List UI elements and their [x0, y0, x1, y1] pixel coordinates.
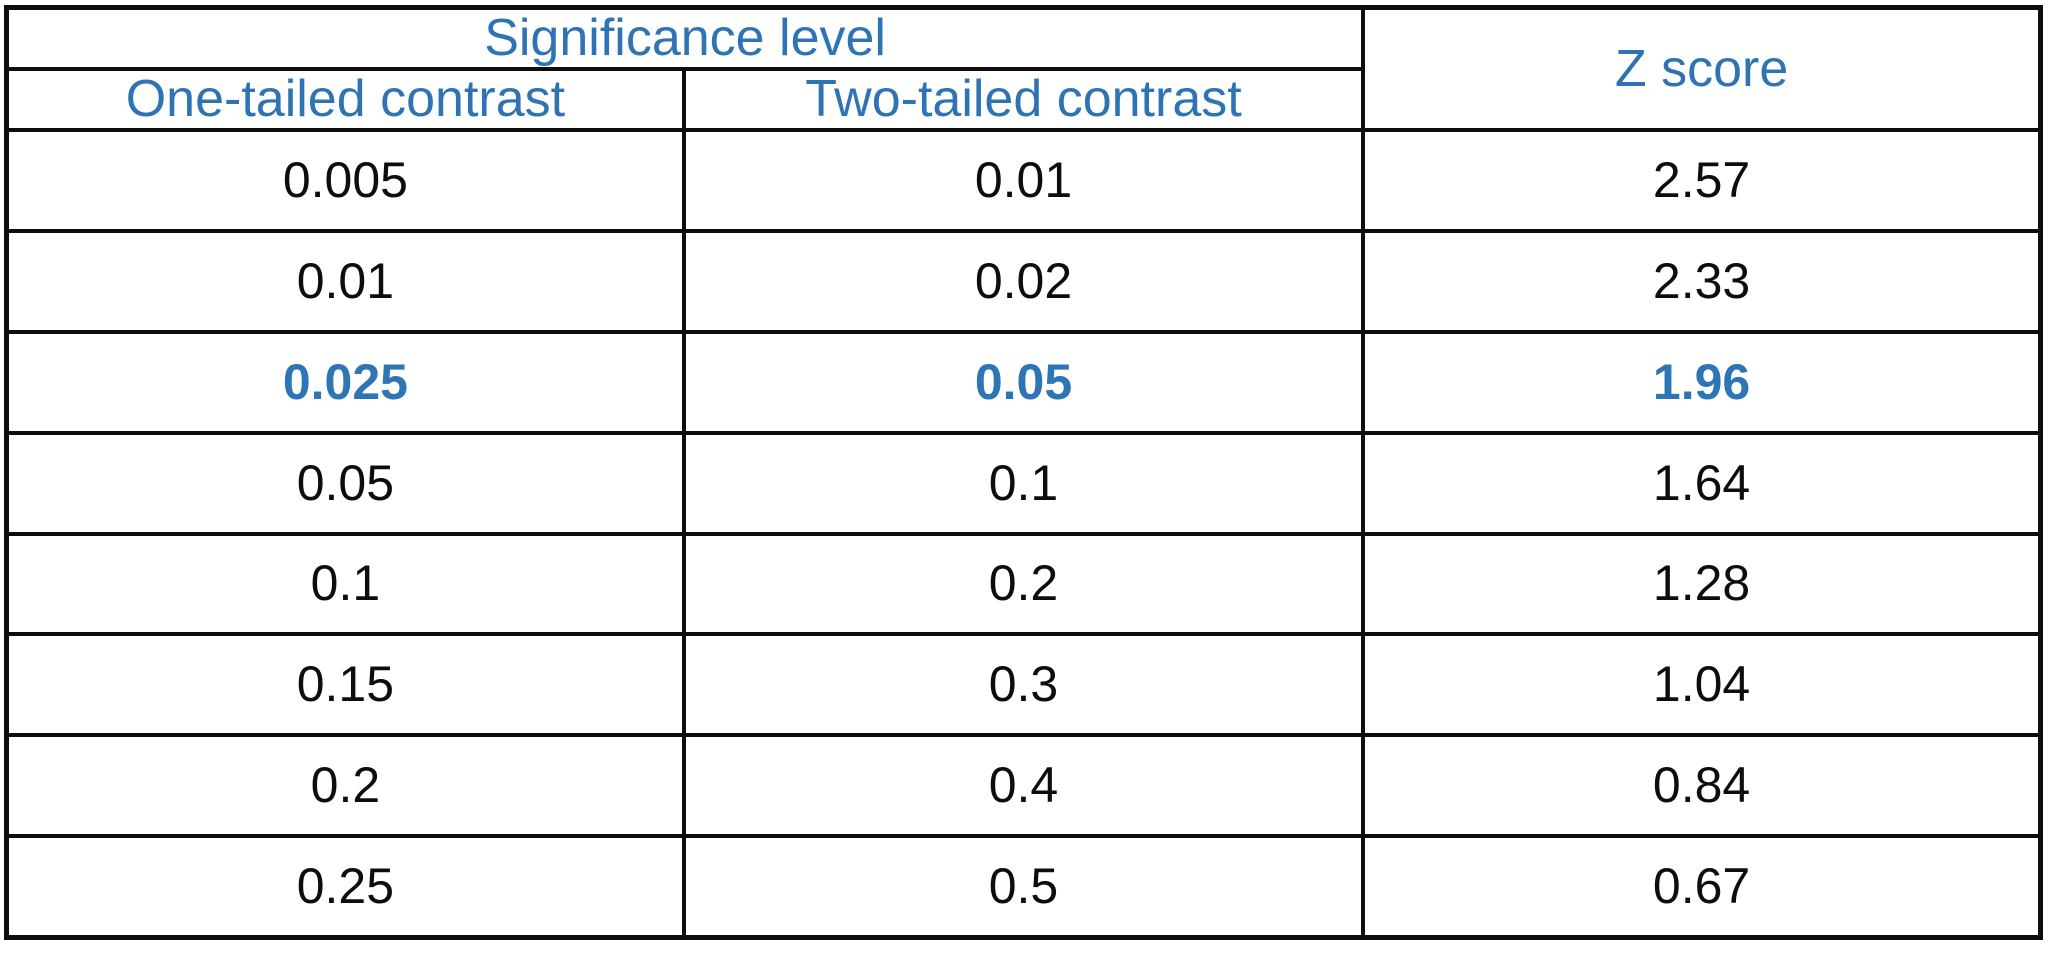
header-one-tailed-contrast: One-tailed contrast [4, 67, 686, 133]
header-row-group: Significance level Z score [4, 5, 2043, 133]
table-row: 0.01 0.02 2.33 [4, 229, 2043, 334]
cell-two-tailed: 0.01 [681, 128, 1366, 234]
cell-one-tailed: 0.2 [4, 733, 686, 838]
cell-one-tailed: 0.25 [4, 833, 686, 940]
cell-one-tailed: 0.05 [4, 430, 686, 536]
cell-one-tailed: 0.15 [4, 632, 686, 738]
header-row-columns: One-tailed contrast Two-tailed contrast [4, 67, 2041, 133]
cell-two-tailed: 0.5 [681, 833, 1366, 940]
cell-one-tailed: 0.005 [4, 128, 686, 234]
cell-two-tailed: 0.3 [681, 632, 1366, 738]
cell-one-tailed: 0.01 [4, 229, 686, 334]
table-row: 0.005 0.01 2.57 [4, 128, 2043, 234]
table-row: 0.025 0.05 1.96 [4, 329, 2043, 435]
cell-two-tailed: 0.2 [681, 531, 1366, 637]
cell-z-score: 0.84 [1361, 733, 2043, 838]
cell-z-score: 1.28 [1361, 531, 2043, 637]
cell-two-tailed: 0.4 [681, 733, 1366, 838]
cell-two-tailed: 0.1 [681, 430, 1366, 536]
cell-z-score: 1.04 [1361, 632, 2043, 738]
cell-z-score: 1.64 [1361, 430, 2043, 536]
table-row: 0.25 0.5 0.67 [4, 833, 2043, 940]
cell-z-score: 2.33 [1361, 229, 2043, 334]
cell-z-score: 1.96 [1361, 329, 2043, 435]
cell-z-score: 2.57 [1361, 128, 2043, 234]
cell-two-tailed: 0.02 [681, 229, 1366, 334]
table-row: 0.05 0.1 1.64 [4, 430, 2043, 536]
header-two-tailed-contrast: Two-tailed contrast [681, 67, 1366, 133]
cell-two-tailed: 0.05 [681, 329, 1366, 435]
significance-z-table: Significance level Z score One-tailed co… [4, 5, 2043, 940]
cell-one-tailed: 0.1 [4, 531, 686, 637]
table-row: 0.15 0.3 1.04 [4, 632, 2043, 738]
header-significance-level: Significance level [4, 5, 1366, 72]
cell-one-tailed: 0.025 [4, 329, 686, 435]
header-z-score: Z score [1361, 5, 2043, 133]
table-row: 0.1 0.2 1.28 [4, 531, 2043, 637]
cell-z-score: 0.67 [1361, 833, 2043, 940]
table-row: 0.2 0.4 0.84 [4, 733, 2043, 838]
